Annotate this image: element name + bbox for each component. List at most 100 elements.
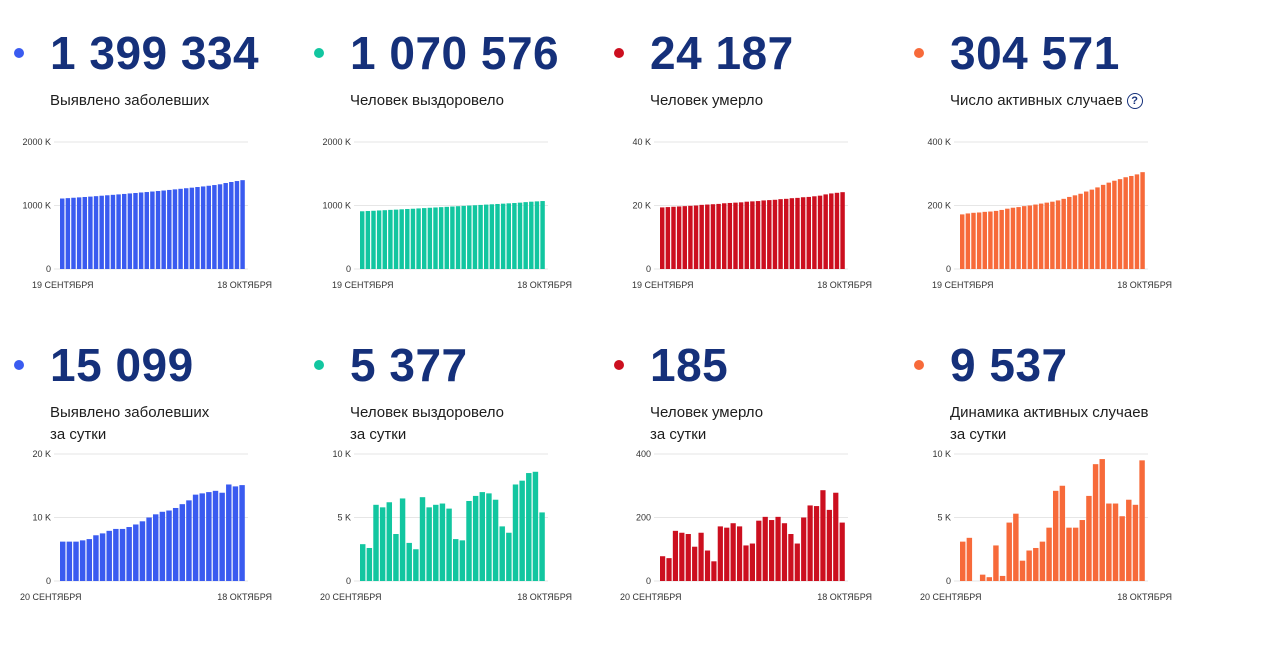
bar[interactable] (88, 196, 93, 269)
bar[interactable] (229, 182, 234, 269)
bar[interactable] (1129, 175, 1134, 269)
bar[interactable] (492, 499, 499, 581)
bar[interactable] (733, 202, 738, 269)
help-icon[interactable]: ? (1126, 93, 1143, 109)
bar[interactable] (153, 514, 159, 581)
bar[interactable] (960, 214, 965, 269)
bar[interactable] (93, 535, 99, 581)
bar[interactable] (189, 187, 195, 269)
bar[interactable] (71, 197, 76, 269)
bar[interactable] (399, 209, 404, 269)
bar[interactable] (199, 493, 205, 581)
bar[interactable] (212, 490, 219, 581)
bar[interactable] (172, 189, 178, 269)
bar[interactable] (106, 530, 112, 581)
bar[interactable] (840, 192, 845, 269)
bar[interactable] (455, 206, 461, 269)
bar[interactable] (1084, 191, 1089, 269)
bar[interactable] (416, 208, 421, 269)
bar[interactable] (167, 189, 172, 269)
bar[interactable] (526, 473, 532, 581)
bar[interactable] (1089, 189, 1095, 270)
bar[interactable] (775, 516, 781, 581)
bar[interactable] (679, 532, 685, 581)
bar[interactable] (1140, 172, 1145, 269)
bar[interactable] (769, 520, 775, 581)
bar[interactable] (826, 509, 832, 581)
bar[interactable] (76, 197, 82, 269)
bar[interactable] (1134, 174, 1140, 269)
bar[interactable] (133, 192, 138, 269)
bar[interactable] (472, 495, 479, 581)
bar[interactable] (172, 507, 179, 581)
bar[interactable] (433, 504, 439, 581)
bar[interactable] (144, 192, 149, 269)
bar[interactable] (212, 185, 217, 269)
bar[interactable] (366, 547, 373, 581)
bar[interactable] (1016, 207, 1021, 269)
bar[interactable] (716, 203, 721, 269)
bar[interactable] (116, 194, 121, 269)
bar[interactable] (133, 524, 139, 581)
bar[interactable] (66, 541, 73, 581)
bar[interactable] (1106, 182, 1111, 269)
bar[interactable] (666, 558, 672, 581)
bar[interactable] (472, 205, 478, 269)
bar[interactable] (756, 520, 762, 581)
bar[interactable] (1123, 177, 1128, 269)
bar[interactable] (738, 202, 744, 269)
bar[interactable] (1139, 460, 1145, 581)
bar[interactable] (382, 210, 387, 269)
bar[interactable] (1013, 513, 1019, 581)
bar[interactable] (179, 504, 186, 581)
bar[interactable] (1033, 204, 1038, 269)
bar[interactable] (699, 204, 704, 269)
bar[interactable] (239, 485, 245, 581)
bar[interactable] (99, 195, 104, 269)
bar[interactable] (534, 201, 540, 269)
bar[interactable] (478, 204, 483, 269)
bar[interactable] (660, 207, 665, 269)
bar[interactable] (727, 202, 733, 269)
bar[interactable] (519, 480, 525, 581)
bar[interactable] (671, 206, 676, 269)
bar[interactable] (750, 201, 755, 269)
bar[interactable] (743, 545, 749, 581)
bar[interactable] (479, 492, 486, 581)
bar[interactable] (388, 209, 393, 269)
bar[interactable] (999, 209, 1004, 269)
bar[interactable] (459, 540, 466, 581)
bar[interactable] (988, 211, 993, 269)
bar[interactable] (807, 505, 813, 581)
bar[interactable] (685, 534, 691, 581)
bar[interactable] (1027, 205, 1033, 270)
bar[interactable] (65, 198, 71, 269)
bar[interactable] (778, 199, 783, 269)
bar[interactable] (982, 211, 987, 269)
bar[interactable] (529, 201, 534, 269)
bar[interactable] (1061, 198, 1066, 269)
bar[interactable] (736, 526, 743, 581)
bar[interactable] (1059, 485, 1066, 581)
bar[interactable] (1005, 208, 1010, 269)
bar[interactable] (960, 541, 966, 581)
bar[interactable] (1006, 522, 1012, 581)
bar[interactable] (710, 204, 716, 269)
bar[interactable] (110, 194, 116, 269)
bar[interactable] (499, 526, 505, 581)
bar[interactable] (789, 198, 795, 269)
bar[interactable] (226, 484, 232, 581)
bar[interactable] (439, 503, 446, 581)
bar[interactable] (820, 490, 826, 581)
bar[interactable] (1022, 206, 1027, 269)
bar[interactable] (240, 180, 245, 269)
bar[interactable] (761, 200, 766, 269)
bar[interactable] (755, 201, 761, 269)
bar[interactable] (698, 532, 704, 581)
bar[interactable] (1066, 527, 1072, 581)
bar[interactable] (772, 199, 778, 269)
bar[interactable] (971, 212, 976, 269)
bar[interactable] (360, 544, 366, 581)
bar[interactable] (405, 208, 410, 269)
bar[interactable] (722, 203, 727, 269)
